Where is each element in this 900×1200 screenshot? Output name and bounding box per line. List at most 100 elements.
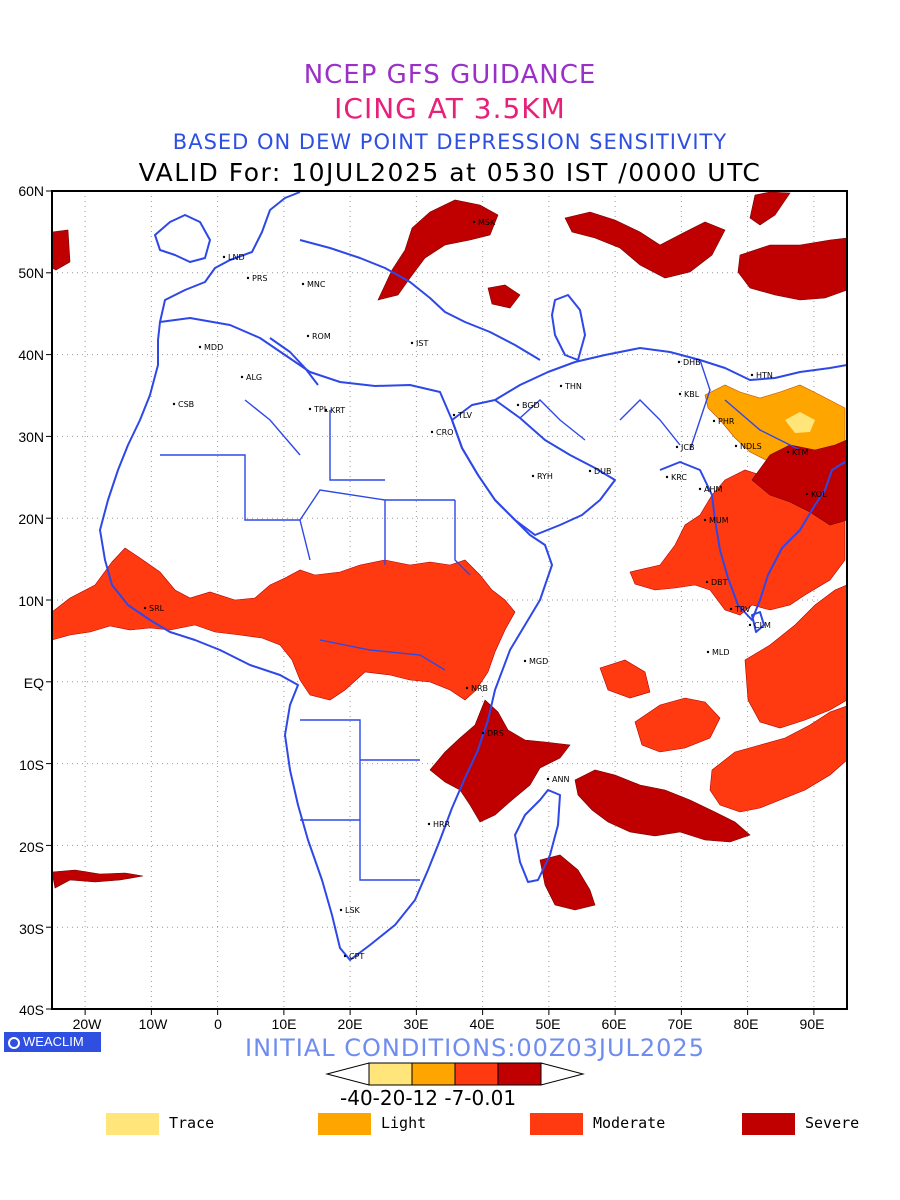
icing-area (737, 237, 847, 301)
station-dot (675, 445, 679, 449)
map-subtitle: ICING AT 3.5KM (334, 92, 566, 125)
station-label: KOL (811, 490, 827, 499)
station-dot (481, 731, 485, 735)
lon-label: 10E (271, 1016, 297, 1032)
station-dot (706, 650, 710, 654)
icing-area (52, 869, 144, 889)
station-label: NRB (471, 684, 488, 693)
axis-ticks (46, 190, 815, 1015)
icing-area (539, 854, 596, 911)
colorbar-trace (368, 1062, 413, 1086)
copyright-icon (8, 1037, 20, 1049)
colorbar-left-arrow (325, 1062, 370, 1086)
lat-label: 40S (19, 1002, 44, 1018)
station-label: ROM (312, 332, 331, 341)
moderate-icing-areas (52, 469, 847, 813)
station-label: TRV (734, 605, 751, 614)
station-label: KTM (792, 448, 809, 457)
lat-label: EQ (23, 675, 44, 691)
station-label: KRC (671, 473, 687, 482)
icing-area (377, 199, 499, 301)
station-dot (734, 444, 738, 448)
coastlines (99, 191, 847, 961)
sri-lanka-coastline (751, 611, 765, 633)
station-label: MGD (529, 657, 548, 666)
station-dot (410, 341, 414, 345)
legend-swatch-trace (106, 1113, 159, 1135)
station-dot (222, 255, 226, 259)
station-label: ALG (246, 373, 262, 382)
icing-area (709, 705, 847, 813)
station-label: HRR (433, 820, 451, 829)
legend-swatch-moderate (530, 1113, 583, 1135)
map-method: BASED ON DEW POINT DEPRESSION SENSITIVIT… (172, 130, 728, 154)
station-label: LND (228, 253, 245, 262)
station-label: MLD (712, 648, 730, 657)
icing-area (599, 659, 651, 699)
station-label: CSB (178, 400, 194, 409)
icing-area (634, 697, 721, 753)
icing-area (629, 469, 846, 616)
station-dot (588, 469, 592, 473)
station-label: CRO (436, 428, 453, 437)
station-dot (246, 276, 250, 280)
station-label: MDD (204, 343, 223, 352)
station-dot (531, 474, 535, 478)
europe-coastline (159, 191, 541, 386)
lat-label: 40N (18, 347, 44, 363)
station-dot (465, 686, 469, 690)
station-dot (198, 345, 202, 349)
legend-label-light: Light (381, 1114, 427, 1132)
colorbar-right-arrow (540, 1062, 585, 1086)
colorbar-labels: -40-20-12 -7-0.01 (340, 1086, 517, 1110)
station-label: HTN (756, 371, 773, 380)
station-label: TLV (457, 411, 472, 420)
station-dot (172, 402, 176, 406)
lon-label: 40E (469, 1016, 495, 1032)
station-label: JCB (680, 443, 694, 452)
colorbar-light (411, 1062, 456, 1086)
station-dot (750, 373, 754, 377)
legend-swatch-light (318, 1113, 371, 1135)
lon-label: 10W (138, 1016, 168, 1032)
arabia-coastline (451, 399, 616, 536)
station-dot (559, 384, 563, 388)
station-dot (786, 450, 790, 454)
weaclim-logo: WEACLIM (4, 1032, 101, 1052)
station-dot (678, 392, 682, 396)
station-label: CPT (349, 952, 364, 961)
lat-label: 10S (19, 757, 44, 773)
station-label: DHB (683, 358, 701, 367)
station-dot (143, 606, 147, 610)
station-dot (729, 607, 733, 611)
lon-label: 30E (403, 1016, 429, 1032)
valid-time: VALID For: 10JUL2025 at 0530 IST /0000 U… (138, 158, 762, 187)
station-label: DUB (594, 467, 612, 476)
lat-label: 20N (18, 511, 44, 527)
icing-area (751, 439, 847, 526)
station-label: DBT (711, 578, 728, 587)
lon-label: 80E (733, 1016, 759, 1032)
station-label: CLM (754, 621, 771, 630)
severe-icing-areas (52, 191, 847, 911)
lon-label: 70E (667, 1016, 693, 1032)
station-label: AHM (704, 485, 722, 494)
legend-label-moderate: Moderate (593, 1114, 666, 1132)
madagascar-coastline (514, 789, 561, 883)
station-dot (430, 430, 434, 434)
initial-conditions: INITIAL CONDITIONS:00Z03JUL2025 (245, 1034, 705, 1062)
india-coastline (659, 461, 846, 621)
lat-label: 50N (18, 265, 44, 281)
britain-coastline (154, 214, 211, 263)
icing-area (429, 699, 571, 823)
colorbar (325, 1062, 585, 1086)
lat-label: 20S (19, 839, 44, 855)
icing-area (487, 284, 521, 309)
station-label: KBL (684, 390, 700, 399)
lat-label: 30N (18, 429, 44, 445)
map-title: NCEP GFS GUIDANCE (303, 60, 597, 90)
trace-icing-areas (785, 412, 815, 433)
legend-swatch-severe (742, 1113, 795, 1135)
icing-area (574, 769, 751, 843)
lon-label: 20E (337, 1016, 363, 1032)
